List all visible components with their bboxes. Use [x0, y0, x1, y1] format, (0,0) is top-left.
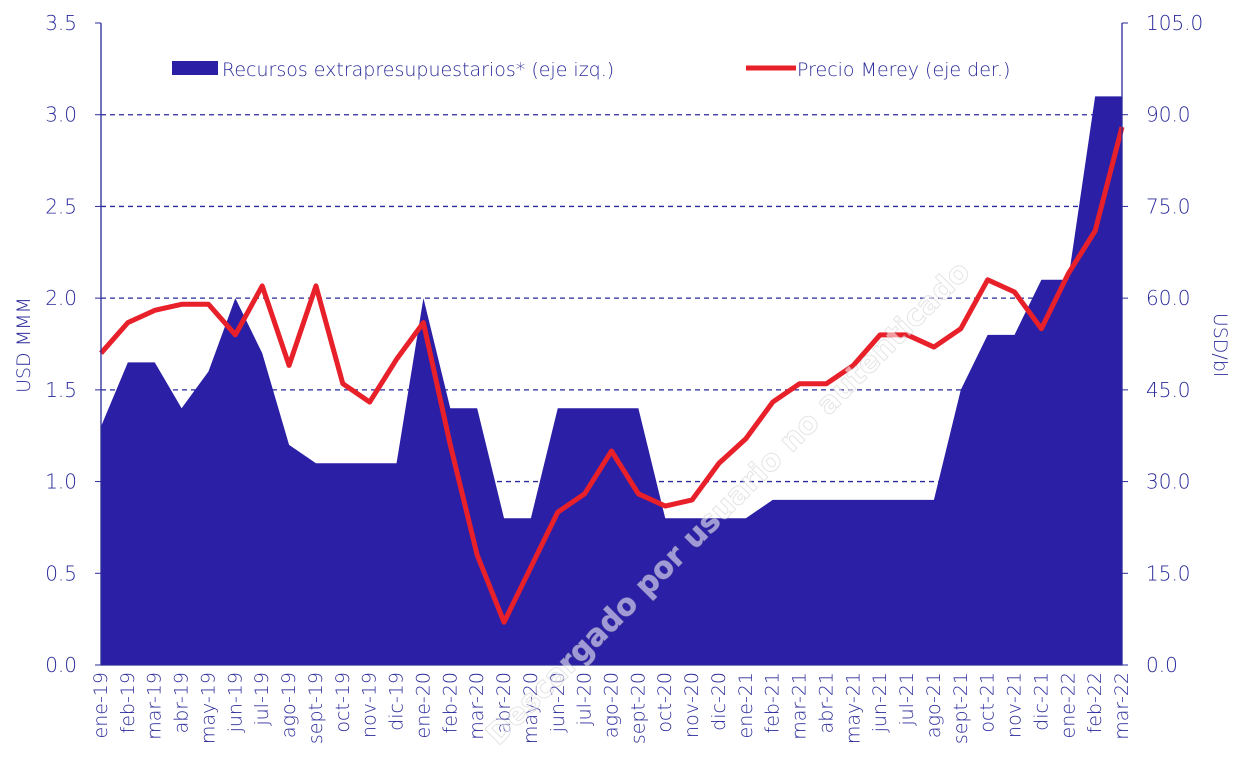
- x-tick-label: nov-19: [359, 672, 381, 738]
- x-tick-label: jun-20: [547, 672, 569, 733]
- x-tick-label: oct-19: [332, 672, 354, 733]
- x-tick-label: ago-19: [278, 672, 300, 738]
- legend-label: Recursos extrapresupuestarios* (eje izq.…: [222, 59, 614, 81]
- x-tick-label: may-19: [197, 672, 219, 744]
- legend-swatch: [172, 61, 218, 75]
- x-tick-label: feb-20: [439, 672, 461, 733]
- x-tick-label: feb-19: [117, 672, 139, 733]
- y-tick-label: 0.5: [45, 561, 77, 585]
- y-axis-label: USD MMM: [13, 297, 35, 393]
- x-tick-label: sept-21: [950, 672, 972, 744]
- x-tick-label: feb-21: [762, 672, 784, 733]
- x-tick-label: mar-22: [1111, 672, 1133, 740]
- y2-tick-label: 60.0: [1146, 286, 1191, 310]
- x-tick-label: mar-19: [144, 672, 166, 740]
- x-tick-label: feb-22: [1084, 672, 1106, 733]
- x-tick-label: sept-20: [627, 672, 649, 744]
- x-tick-label: ago-20: [601, 672, 623, 738]
- x-tick-label: ene-19: [90, 672, 112, 738]
- y2-tick-label: 15.0: [1146, 561, 1191, 585]
- line: [99, 126, 1125, 625]
- x-tick-label: abr-20: [493, 672, 515, 733]
- y2-tick-label: 0.0: [1146, 653, 1178, 677]
- y-tick-label: 3.0: [45, 103, 77, 127]
- x-tick-label: may-20: [520, 672, 542, 744]
- x-tick-label: dic-19: [386, 672, 408, 731]
- y-tick-label: 2.5: [45, 194, 77, 218]
- x-tick-label: nov-21: [1004, 672, 1026, 738]
- x-tick-label: abr-21: [815, 672, 837, 733]
- x-tick-label: abr-19: [171, 672, 193, 733]
- y-tick-label: 1.0: [45, 470, 77, 494]
- x-tick-label: jun-21: [869, 672, 891, 733]
- x-tick-label: dic-21: [1030, 672, 1052, 731]
- x-tick-label: oct-21: [977, 672, 999, 733]
- x-tick-label: ago-21: [923, 672, 945, 738]
- y-tick-label: 2.0: [45, 286, 77, 310]
- x-tick-label: mar-21: [789, 672, 811, 740]
- x-tick-label: jul-20: [574, 672, 596, 727]
- y2-tick-label: 75.0: [1146, 194, 1191, 218]
- x-tick-label: ene-21: [735, 672, 757, 738]
- x-tick-label: oct-20: [654, 672, 676, 733]
- y-tick-label: 0.0: [45, 653, 77, 677]
- area: [101, 96, 1122, 665]
- x-tick-label: may-21: [842, 672, 864, 744]
- x-tick-label: jul-19: [251, 672, 273, 727]
- x-tick-label: dic-20: [708, 672, 730, 731]
- x-tick-label: ene-22: [1057, 672, 1079, 738]
- x-tick-label: ene-20: [412, 672, 434, 738]
- x-tick-label: nov-20: [681, 672, 703, 738]
- y-tick-label: 1.5: [45, 378, 77, 402]
- y2-tick-label: 30.0: [1146, 470, 1191, 494]
- y2-tick-label: 105.0: [1146, 11, 1203, 35]
- y-tick-label: 3.5: [45, 11, 77, 35]
- legend-label: Precio Merey (eje der.): [797, 59, 1010, 81]
- x-tick-label: mar-20: [466, 672, 488, 740]
- x-tick-label: sept-19: [305, 672, 327, 744]
- x-tick-label: jul-21: [896, 672, 918, 727]
- y2-tick-label: 45.0: [1146, 378, 1191, 402]
- y2-tick-label: 90.0: [1146, 103, 1191, 127]
- y2-axis-label: USD/bl: [1209, 313, 1231, 377]
- x-tick-label: jun-19: [224, 672, 246, 733]
